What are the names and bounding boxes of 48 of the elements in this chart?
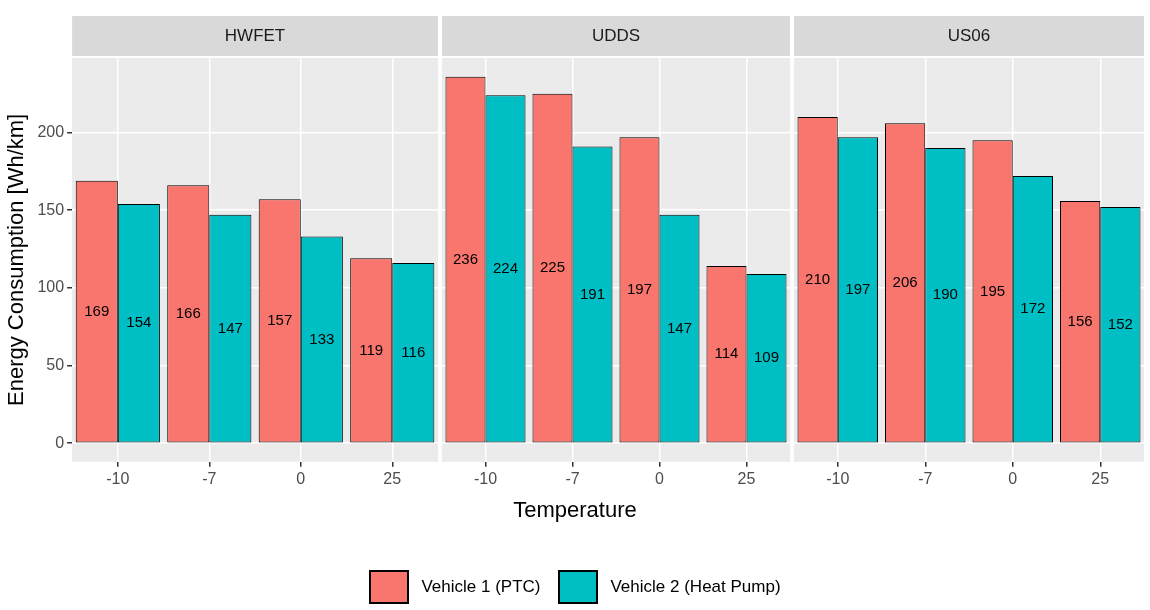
y-tick-label: 100 [37, 278, 65, 296]
data-label: 190 [932, 285, 958, 303]
data-label: 166 [175, 304, 201, 322]
y-tick-label: 0 [55, 433, 65, 451]
data-label: 197 [626, 279, 653, 297]
x-tick-label: -7 [918, 469, 933, 487]
data-label: 224 [492, 258, 519, 276]
x-tick-label: -7 [202, 469, 217, 487]
y-tick-label: 200 [37, 122, 65, 140]
legend-label: Vehicle 2 (Heat Pump) [610, 577, 781, 597]
data-label: 236 [452, 249, 479, 267]
x-tick-label: -7 [565, 469, 580, 487]
data-label: 109 [753, 348, 780, 366]
y-tick-label: 150 [37, 200, 65, 218]
data-label: 152 [1107, 314, 1133, 332]
data-label: 116 [401, 342, 426, 360]
data-label: 133 [309, 329, 335, 347]
data-label: 206 [892, 272, 918, 290]
data-label: 191 [579, 284, 606, 302]
x-tick-label: 0 [1008, 469, 1018, 487]
x-axis-title: Temperature [512, 497, 638, 523]
chart-title: HWFET [224, 25, 286, 45]
x-tick-label: 25 [383, 469, 402, 487]
data-label: 119 [359, 340, 384, 358]
y-axis-title: Energy Consumption [Wh/km] [3, 113, 29, 407]
chart-title: US06 [947, 25, 991, 45]
data-label: 195 [980, 281, 1006, 299]
legend-label: Vehicle 1 (PTC) [421, 577, 541, 597]
data-label: 210 [805, 269, 831, 287]
data-label: 197 [845, 279, 871, 297]
data-label: 169 [84, 301, 110, 319]
x-tick-label: 25 [737, 469, 756, 487]
y-tick-label: 50 [46, 355, 65, 373]
x-tick-label: -10 [106, 469, 130, 487]
data-label: 157 [267, 311, 293, 329]
data-label: 147 [217, 318, 243, 336]
x-tick-label: 0 [296, 469, 306, 487]
data-label: 147 [666, 318, 693, 336]
x-tick-label: 25 [1091, 469, 1110, 487]
data-label: 156 [1067, 311, 1093, 329]
data-label: 114 [714, 344, 739, 362]
data-label: 172 [1020, 299, 1046, 317]
data-label: 154 [126, 313, 152, 331]
chart-title: UDDS [591, 25, 641, 45]
x-tick-label: -10 [473, 469, 498, 487]
x-tick-label: -10 [826, 469, 850, 487]
data-label: 225 [539, 258, 566, 276]
x-tick-label: 0 [655, 469, 665, 487]
